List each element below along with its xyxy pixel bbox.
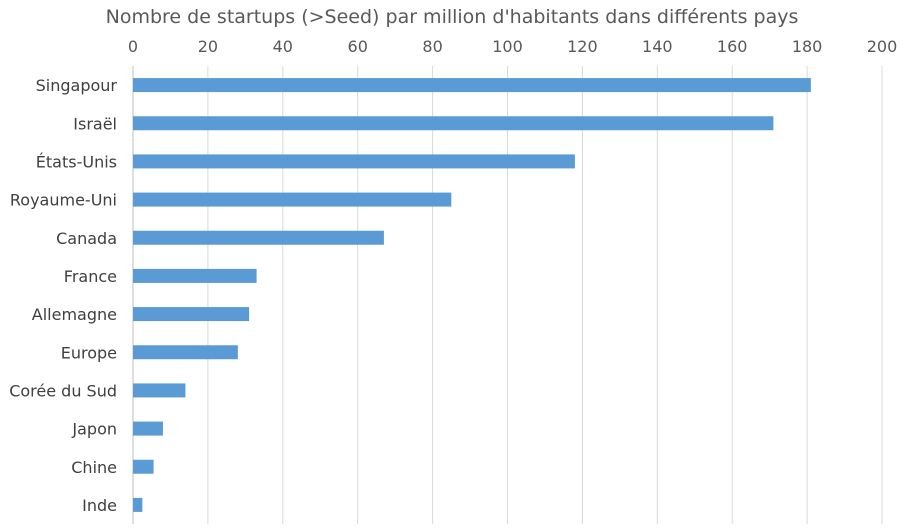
x-tick-label: 120 bbox=[567, 37, 598, 56]
category-label: Allemagne bbox=[32, 305, 117, 324]
category-label: Israël bbox=[73, 114, 117, 133]
bar bbox=[133, 230, 384, 245]
category-label: États-Unis bbox=[36, 152, 117, 171]
x-tick-label: 40 bbox=[273, 37, 293, 56]
category-label: Inde bbox=[82, 496, 117, 515]
bar bbox=[133, 345, 238, 360]
x-tick-label: 160 bbox=[717, 37, 748, 56]
category-label: Royaume-Uni bbox=[10, 191, 117, 210]
bar bbox=[133, 268, 257, 283]
bar bbox=[133, 192, 452, 207]
x-tick-label: 180 bbox=[792, 37, 823, 56]
category-label: Europe bbox=[61, 343, 117, 362]
bar bbox=[133, 116, 774, 131]
x-tick-label: 20 bbox=[198, 37, 218, 56]
chart-title: Nombre de startups (>Seed) par million d… bbox=[106, 6, 799, 28]
bar bbox=[133, 307, 250, 322]
bars bbox=[133, 78, 811, 512]
category-labels: Singapour Israël États-Unis Royaume-Uni Cana… bbox=[9, 76, 117, 515]
x-axis-ticks: 0 20 40 60 80 100 120 140 160 180 200 bbox=[128, 37, 897, 56]
bar bbox=[133, 78, 811, 93]
category-label: Chine bbox=[71, 458, 117, 477]
category-label: Singapour bbox=[36, 76, 118, 95]
gridlines bbox=[132, 66, 883, 524]
bar bbox=[133, 421, 163, 436]
x-tick-label: 80 bbox=[422, 37, 442, 56]
x-tick-label: 100 bbox=[492, 37, 523, 56]
category-label: France bbox=[64, 267, 117, 286]
x-tick-label: 0 bbox=[128, 37, 138, 56]
category-label: Japon bbox=[71, 420, 117, 439]
bar bbox=[133, 383, 186, 398]
category-label: Canada bbox=[56, 229, 117, 248]
bar bbox=[133, 459, 154, 474]
x-tick-label: 140 bbox=[642, 37, 673, 56]
bar bbox=[133, 497, 143, 512]
x-tick-label: 200 bbox=[867, 37, 898, 56]
x-tick-label: 60 bbox=[348, 37, 368, 56]
bar bbox=[133, 154, 575, 169]
category-label: Corée du Sud bbox=[9, 381, 117, 400]
